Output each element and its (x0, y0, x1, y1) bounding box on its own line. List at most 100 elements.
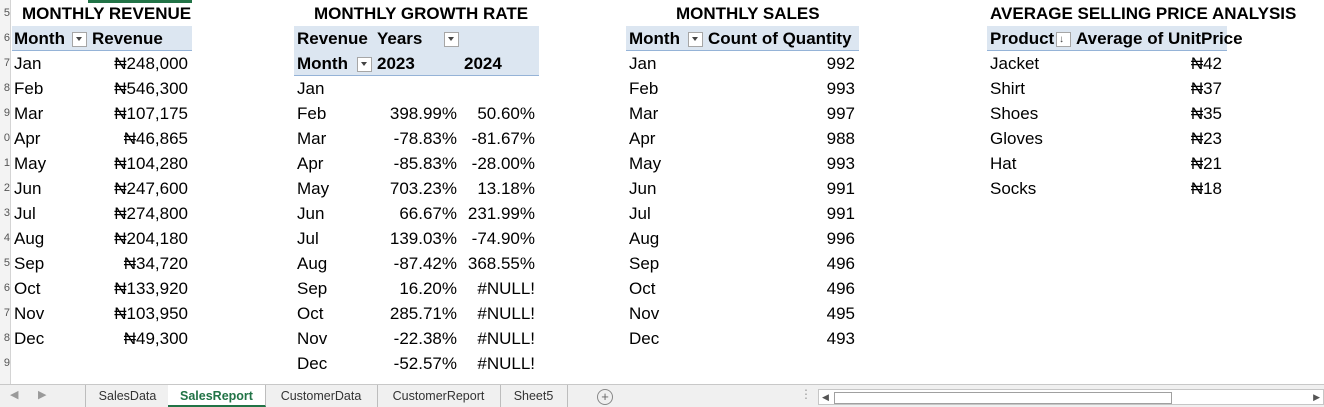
asp-product-cell[interactable]: Shirt (990, 79, 1025, 98)
growth-2023-cell[interactable]: -87.42% (393, 254, 457, 273)
growth-2024-cell[interactable]: -81.67% (471, 129, 535, 148)
revenue-value-cell[interactable]: ₦204,180 (114, 229, 188, 248)
revenue-month-cell[interactable]: Mar (14, 104, 44, 123)
prev-sheet-icon[interactable]: ◀ (10, 389, 19, 401)
revenue-month-cell[interactable]: Oct (14, 279, 41, 298)
tab-salesreport[interactable]: SalesReport (168, 385, 266, 407)
growth-month-cell[interactable]: May (297, 179, 330, 198)
asp-price-cell[interactable]: ₦21 (1190, 154, 1222, 173)
revenue-month-cell[interactable]: Feb (14, 79, 44, 98)
growth-month-cell[interactable]: Jun (297, 204, 325, 223)
sales-qty-cell[interactable]: 988 (826, 129, 855, 148)
asp-product-cell[interactable]: Hat (990, 154, 1017, 173)
growth-2024-cell[interactable]: -74.90% (471, 229, 535, 248)
revenue-value-cell[interactable]: ₦104,280 (114, 154, 188, 173)
growth-2023-cell[interactable]: 703.23% (389, 179, 457, 198)
row-number[interactable]: 5 (3, 257, 10, 269)
asp-price-cell[interactable]: ₦37 (1190, 79, 1222, 98)
growth-month-cell[interactable]: Dec (297, 354, 328, 373)
row-number[interactable]: 6 (3, 282, 10, 294)
growth-2023-cell[interactable]: 139.03% (389, 229, 457, 248)
revenue-month-cell[interactable]: Jul (14, 204, 36, 223)
sales-month-cell[interactable]: Nov (629, 304, 660, 323)
growth-2023-cell[interactable]: 16.20% (399, 279, 457, 298)
revenue-month-cell[interactable]: Aug (14, 229, 45, 248)
growth-years-filter-button[interactable] (444, 32, 459, 47)
sales-qty-cell[interactable]: 993 (826, 79, 855, 98)
growth-2023-cell[interactable]: 398.99% (389, 104, 457, 123)
sales-qty-cell[interactable]: 496 (826, 254, 855, 273)
sales-qty-cell[interactable]: 996 (826, 229, 855, 248)
growth-month-cell[interactable]: Aug (297, 254, 328, 273)
growth-2023-cell[interactable] (370, 76, 457, 101)
revenue-month-cell[interactable]: Jan (14, 54, 42, 73)
growth-month-cell[interactable]: Oct (297, 304, 324, 323)
add-sheet-button[interactable]: + (597, 389, 613, 405)
growth-2024-cell[interactable]: 368.55% (467, 254, 535, 273)
sales-month-cell[interactable]: Aug (629, 229, 660, 248)
asp-product-cell[interactable]: Shoes (990, 104, 1039, 123)
tab-sheet5[interactable]: Sheet5 (500, 385, 568, 407)
sales-month-cell[interactable]: Sep (629, 254, 660, 273)
revenue-value-cell[interactable]: ₦46,865 (123, 129, 188, 148)
scroll-left-icon[interactable]: ◀ (822, 392, 829, 402)
sales-qty-cell[interactable]: 991 (826, 179, 855, 198)
asp-product-cell[interactable]: Gloves (990, 129, 1043, 148)
growth-2024-cell[interactable]: #NULL! (477, 304, 535, 323)
row-number[interactable]: 0 (3, 132, 10, 144)
revenue-month-cell[interactable]: Apr (14, 129, 41, 148)
revenue-value-cell[interactable]: ₦103,950 (114, 304, 188, 323)
growth-2024-cell[interactable]: #NULL! (477, 279, 535, 298)
more-options-icon[interactable]: ⋮ (800, 387, 812, 401)
growth-2023-cell[interactable]: -52.57% (393, 354, 457, 373)
sales-month-cell[interactable]: Oct (629, 279, 656, 298)
row-number[interactable]: 9 (3, 357, 10, 369)
revenue-month-cell[interactable]: Jun (14, 179, 42, 198)
revenue-value-cell[interactable]: ₦107,175 (114, 104, 188, 123)
growth-2024-cell[interactable]: 13.18% (477, 179, 535, 198)
growth-2024-cell[interactable]: 231.99% (467, 204, 535, 223)
sales-month-cell[interactable]: Jan (629, 54, 657, 73)
growth-2023-cell[interactable]: -85.83% (393, 154, 457, 173)
sales-qty-cell[interactable]: 993 (826, 154, 855, 173)
horizontal-scrollbar[interactable]: ◀ ▶ (818, 389, 1324, 405)
row-number[interactable]: 5 (3, 7, 10, 19)
growth-2023-cell[interactable]: -78.83% (393, 129, 457, 148)
sales-month-cell[interactable]: Jun (629, 179, 657, 198)
revenue-value-cell[interactable]: ₦247,600 (114, 179, 188, 198)
scroll-right-icon[interactable]: ▶ (1313, 392, 1320, 402)
sales-qty-cell[interactable]: 991 (826, 204, 855, 223)
revenue-value-cell[interactable]: ₦34,720 (123, 254, 188, 273)
asp-product-sort-button[interactable] (1056, 32, 1071, 47)
sales-month-cell[interactable]: Apr (629, 129, 656, 148)
growth-month-cell[interactable]: Jul (297, 229, 319, 248)
growth-month-filter-button[interactable] (357, 57, 372, 72)
row-number[interactable]: 3 (3, 207, 10, 219)
row-number[interactable]: 9 (3, 107, 10, 119)
asp-product-cell[interactable]: Socks (990, 179, 1037, 198)
asp-product-cell[interactable]: Jacket (990, 54, 1040, 73)
growth-2024-cell[interactable]: 50.60% (477, 104, 535, 123)
row-number[interactable]: 4 (3, 232, 10, 244)
revenue-value-cell[interactable]: ₦248,000 (114, 54, 188, 73)
row-number[interactable]: 6 (3, 32, 10, 44)
revenue-value-cell[interactable]: ₦49,300 (123, 329, 188, 348)
revenue-month-cell[interactable]: Dec (14, 329, 45, 348)
growth-2024-cell[interactable]: -28.00% (471, 154, 535, 173)
growth-2024-cell[interactable]: #NULL! (477, 329, 535, 348)
row-number[interactable]: 7 (3, 57, 10, 69)
revenue-month-cell[interactable]: May (14, 154, 47, 173)
growth-month-cell[interactable]: Feb (297, 104, 327, 123)
asp-price-cell[interactable]: ₦35 (1190, 104, 1222, 123)
asp-price-cell[interactable]: ₦42 (1190, 54, 1222, 73)
growth-month-cell[interactable]: Apr (297, 154, 324, 173)
next-sheet-icon[interactable]: ▶ (38, 389, 47, 401)
scrollbar-thumb[interactable] (834, 392, 1172, 404)
revenue-month-cell[interactable]: Nov (14, 304, 45, 323)
row-number[interactable]: 2 (3, 182, 10, 194)
sales-qty-cell[interactable]: 992 (826, 54, 855, 73)
sales-month-cell[interactable]: Mar (629, 104, 659, 123)
growth-2024-cell[interactable]: #NULL! (477, 354, 535, 373)
row-number[interactable]: 8 (3, 332, 10, 344)
sales-month-filter-button[interactable] (688, 32, 703, 47)
